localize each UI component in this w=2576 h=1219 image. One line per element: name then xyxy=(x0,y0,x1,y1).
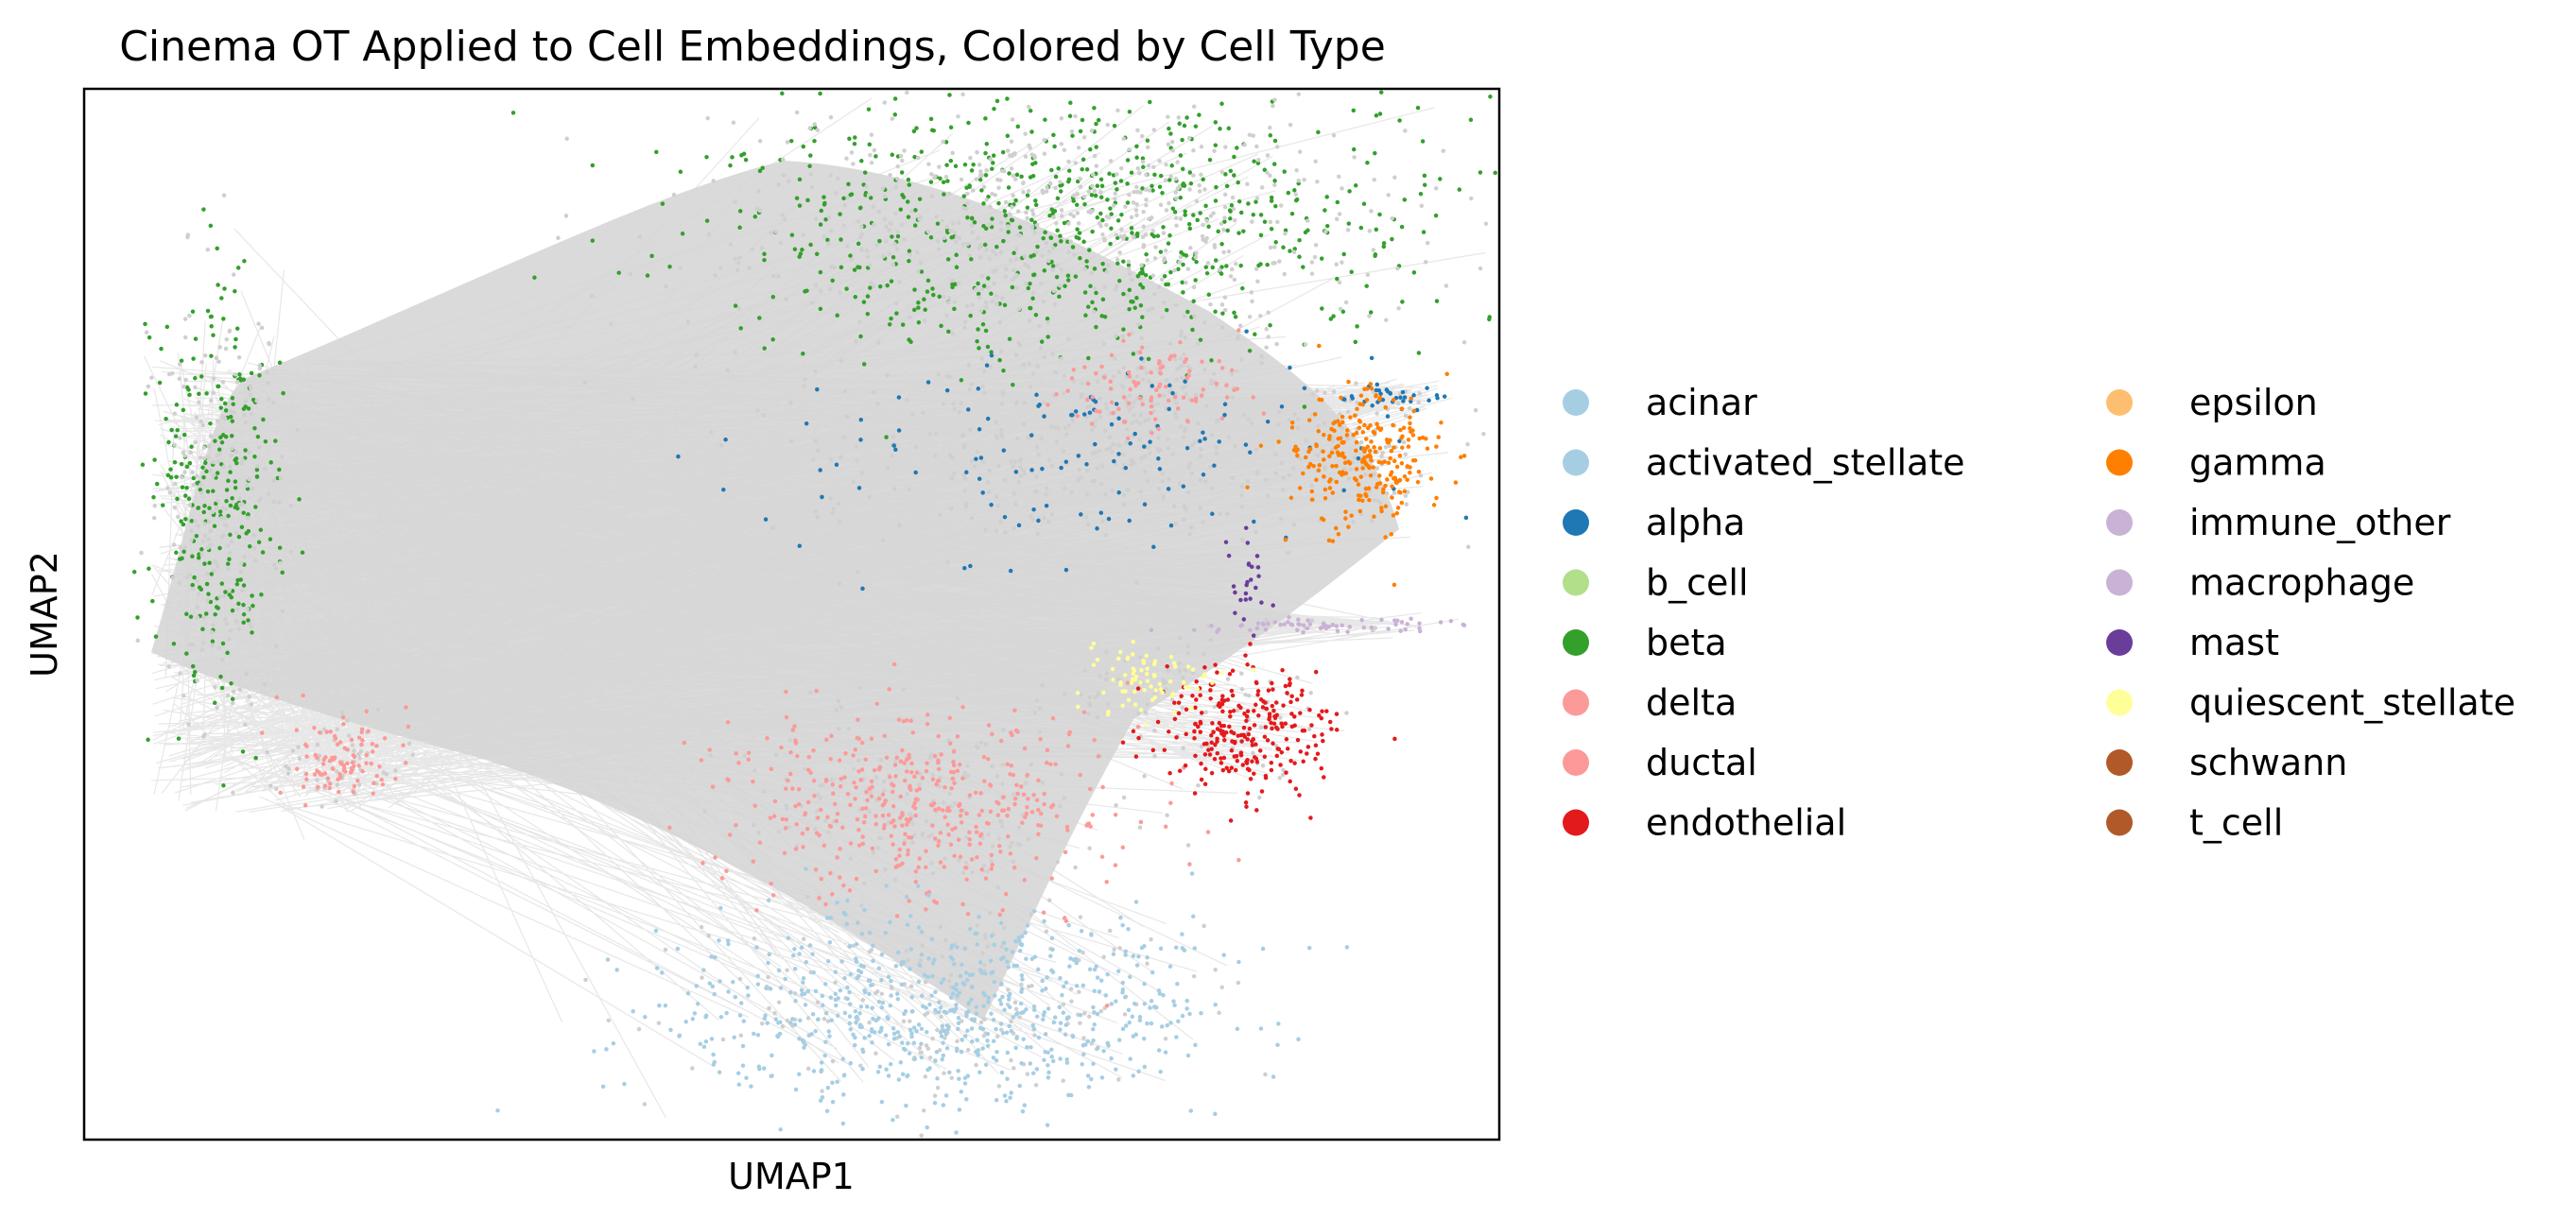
cell-point-group xyxy=(1149,614,1467,635)
legend-item-acinar: acinar xyxy=(1563,382,1757,423)
legend-item-t-cell: t_cell xyxy=(2106,802,2283,844)
legend-marker xyxy=(1563,509,1589,536)
legend-item-gamma: gamma xyxy=(2106,442,2326,484)
cell-point-group xyxy=(259,328,1267,1008)
plot-frame xyxy=(82,87,1501,1142)
legend-item-ductal: ductal xyxy=(1563,742,1757,783)
legend-marker xyxy=(1563,629,1589,656)
cell-point-group xyxy=(495,867,1350,1135)
transport-lines xyxy=(143,97,1486,1118)
legend-label: quiescent_stellate xyxy=(2189,682,2515,724)
legend-marker xyxy=(2106,389,2133,416)
legend-label: schwann xyxy=(2189,742,2347,783)
y-axis-label: UMAP2 xyxy=(24,551,65,678)
legend-item-quiescent-stellate: quiescent_stellate xyxy=(2106,682,2515,724)
legend-item-immune-other: immune_other xyxy=(2106,502,2451,543)
legend-label: activated_stellate xyxy=(1646,442,1965,484)
legend-marker xyxy=(1563,569,1589,596)
legend-item-beta: beta xyxy=(1563,622,1727,663)
legend-marker xyxy=(2106,809,2133,836)
cell-point-group xyxy=(1075,639,1255,727)
legend-label: endothelial xyxy=(1646,802,1846,844)
legend-marker xyxy=(2106,749,2133,776)
legend-marker xyxy=(1563,689,1589,716)
legend-marker xyxy=(2106,509,2133,536)
legend-marker xyxy=(1563,809,1589,836)
legend-item-macrophage: macrophage xyxy=(2106,562,2414,604)
legend-marker xyxy=(1563,389,1589,416)
legend-label: b_cell xyxy=(1646,562,1749,604)
legend-marker xyxy=(1563,449,1589,476)
legend-label: macrophage xyxy=(2189,562,2414,604)
legend-item-endothelial: endothelial xyxy=(1563,802,1846,844)
legend-label: delta xyxy=(1646,682,1737,724)
legend-label: gamma xyxy=(2189,442,2326,484)
cell-point-group xyxy=(1223,525,1275,638)
legend-item-activated-stellate: activated_stellate xyxy=(1563,442,1965,484)
legend-label: epsilon xyxy=(2189,382,2318,423)
chart-title: Cinema OT Applied to Cell Embeddings, Co… xyxy=(119,23,1386,71)
background-cell-cloud xyxy=(151,161,1399,1021)
plot-area xyxy=(131,90,1497,1138)
cell-point-group xyxy=(135,90,1489,1138)
x-axis-label: UMAP1 xyxy=(728,1156,855,1197)
legend-label: t_cell xyxy=(2189,802,2283,844)
legend-label: immune_other xyxy=(2189,502,2451,543)
legend-label: mast xyxy=(2189,622,2279,663)
legend-item-b-cell: b_cell xyxy=(1563,562,1749,604)
legend-item-alpha: alpha xyxy=(1563,502,1745,543)
cell-points xyxy=(131,90,1497,1138)
legend-label: alpha xyxy=(1646,502,1745,543)
legend-label: ductal xyxy=(1646,742,1757,783)
legend-marker xyxy=(1563,749,1589,776)
legend-marker xyxy=(2106,569,2133,596)
cell-point-group xyxy=(1245,343,1467,588)
legend-marker xyxy=(2106,629,2133,656)
cell-point-group xyxy=(1120,642,1397,823)
legend-marker xyxy=(2106,689,2133,716)
legend-item-schwann: schwann xyxy=(2106,742,2347,783)
legend-item-mast: mast xyxy=(2106,622,2279,663)
legend-item-epsilon: epsilon xyxy=(2106,382,2318,423)
legend-label: beta xyxy=(1646,622,1727,663)
legend-item-delta: delta xyxy=(1563,682,1737,724)
legend-label: acinar xyxy=(1646,382,1757,423)
legend-marker xyxy=(2106,449,2133,476)
